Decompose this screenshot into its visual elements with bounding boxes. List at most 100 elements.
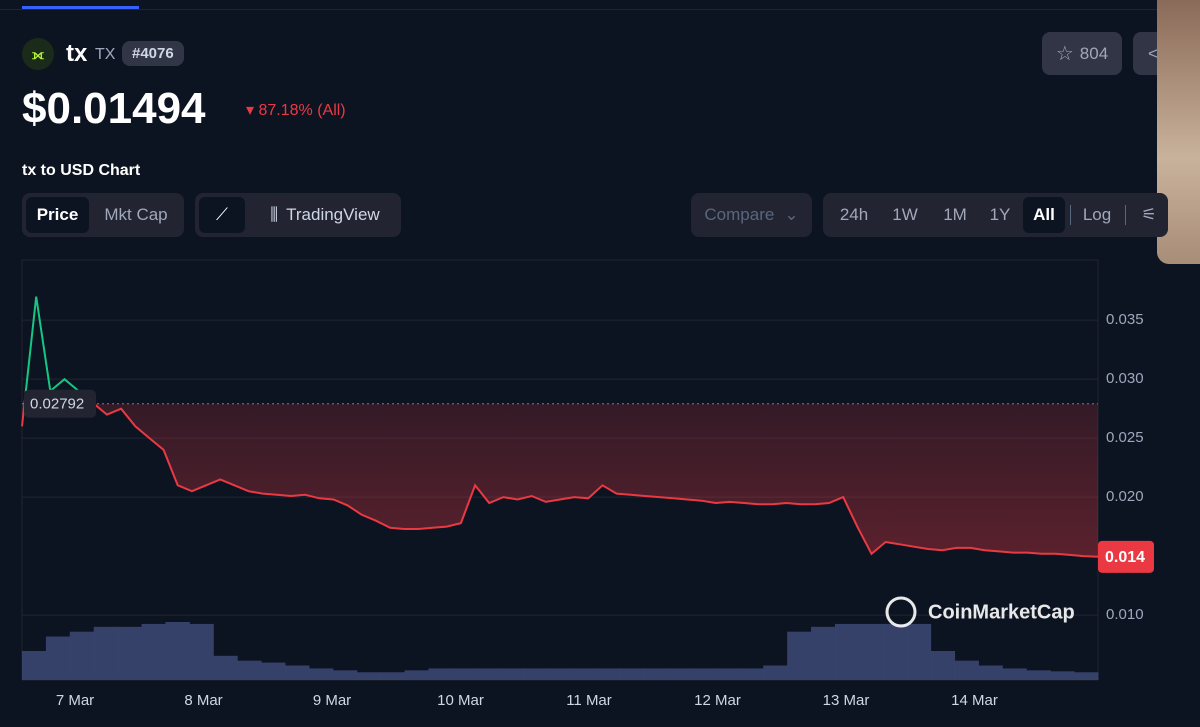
x-tick-label: 10 Mar — [437, 692, 484, 709]
watermark: CoinMarketCap — [928, 601, 1075, 623]
coin-symbol: TX — [95, 46, 116, 63]
volume-bar — [930, 651, 956, 680]
price: $0.01494 — [22, 84, 206, 133]
settings-button[interactable]: ⚟ — [1141, 205, 1157, 224]
volume-bar — [882, 623, 908, 680]
volume-bar — [332, 670, 358, 680]
tradingview-text: TradingView — [286, 205, 380, 224]
volume-bar — [261, 662, 286, 680]
divider — [1125, 205, 1126, 225]
range-all[interactable]: All — [1023, 197, 1065, 233]
volume-bar — [978, 665, 1003, 680]
top-border — [0, 9, 1200, 10]
volume-bar — [763, 665, 788, 680]
chart-title: tx to USD Chart — [22, 162, 141, 179]
volume-bar — [165, 622, 190, 680]
volume-bar — [954, 660, 979, 680]
watchlist-count: 804 — [1079, 43, 1109, 63]
volume-bar — [524, 668, 549, 680]
volume-bar — [667, 668, 693, 680]
volume-bar — [380, 672, 406, 680]
volume-bar — [93, 626, 119, 680]
volume-bar — [548, 668, 573, 680]
volume-bar — [739, 668, 764, 680]
volume-bar — [834, 623, 860, 680]
volume-bar — [811, 626, 836, 680]
volume-bar — [787, 631, 812, 680]
tab-indicator — [22, 6, 139, 9]
volume-bar — [404, 670, 429, 680]
last-value-label: 0.014 — [1105, 549, 1145, 566]
volume-bar — [1050, 671, 1075, 680]
down-arrow: ▾ — [246, 102, 259, 119]
volume-bar — [213, 655, 238, 680]
x-tick-label: 14 Mar — [951, 692, 998, 709]
x-tick-label: 9 Mar — [313, 692, 351, 709]
volume-bar — [1026, 670, 1051, 680]
volume-bar — [595, 668, 621, 680]
y-tick-label: 0.025 — [1106, 429, 1144, 446]
volume-bar — [189, 623, 214, 680]
candle-icon: ⫼ — [270, 205, 279, 224]
volume-bar — [619, 668, 645, 680]
last-value-badge — [1098, 540, 1154, 573]
chevron: ⌄ — [784, 205, 799, 224]
x-tick-label: 7 Mar — [56, 692, 94, 709]
star-icon: ☆ — [1055, 43, 1074, 65]
tab-line[interactable]: ⟋ — [199, 197, 245, 233]
volume-bar — [1074, 672, 1099, 680]
volume-bar — [715, 668, 740, 680]
volume-bar — [452, 668, 477, 680]
volume-bar — [356, 672, 382, 680]
volume-bar — [500, 668, 525, 680]
volume-bar — [428, 668, 453, 680]
chart-tabs: ⟋ ⫼ TradingView — [195, 193, 401, 237]
volume-bar — [571, 668, 597, 680]
reference-label: 0.02792 — [30, 396, 84, 413]
divider — [1070, 205, 1071, 225]
view-tabs: Price Mkt Cap — [22, 193, 184, 237]
range-1m[interactable]: 1M — [943, 205, 967, 224]
range-1y[interactable]: 1Y — [989, 205, 1011, 224]
volume-bar — [117, 626, 143, 680]
volume-bar — [237, 660, 262, 680]
price-change: ▾ 87.18% (All) — [246, 100, 346, 120]
range-24h[interactable]: 24h — [839, 205, 869, 224]
watchlist-button[interactable]: ☆ 804 — [1042, 32, 1122, 75]
compare-text: Compare — [704, 205, 775, 224]
tab-mktcap[interactable]: Mkt Cap — [104, 205, 168, 224]
range-1w[interactable]: 1W — [892, 205, 918, 224]
volume-bar — [141, 623, 166, 680]
y-tick-label: 0.030 — [1106, 370, 1144, 387]
volume-bar — [69, 631, 95, 680]
coin-name: tx — [66, 40, 88, 67]
range-tabs: 24h 1W 1M 1Y All Log ⚟ — [823, 193, 1168, 237]
volume-bar — [906, 623, 932, 680]
coin-logo: ⟗ — [22, 38, 54, 70]
volume-bar — [643, 668, 669, 680]
x-tick-label: 12 Mar — [694, 692, 741, 709]
x-tick-label: 11 Mar — [566, 692, 612, 709]
volume-bar — [22, 651, 47, 680]
y-tick-label: 0.020 — [1106, 488, 1144, 505]
reference-badge — [24, 389, 96, 418]
price-line-down — [21, 403, 1099, 558]
volume-bar — [45, 636, 71, 680]
scale-log[interactable]: Log — [1082, 205, 1112, 224]
volume-bar — [476, 668, 501, 680]
volume-bar — [1002, 668, 1027, 680]
compare-dropdown[interactable]: Compare ⌄ — [691, 193, 812, 237]
watermark-logo — [885, 596, 917, 628]
rank-badge: #4076 — [122, 41, 184, 66]
y-tick-label: 0.035 — [1106, 311, 1144, 328]
x-tick-label: 8 Mar — [184, 692, 222, 709]
tab-tradingview[interactable]: ⫼ TradingView — [255, 197, 395, 233]
price-area — [22, 403, 1098, 557]
x-tick-label: 13 Mar — [823, 692, 870, 709]
volume-bar — [308, 668, 334, 680]
tab-price[interactable]: Price — [26, 197, 89, 233]
volume-bar — [858, 623, 884, 680]
volume-bar — [691, 668, 716, 680]
